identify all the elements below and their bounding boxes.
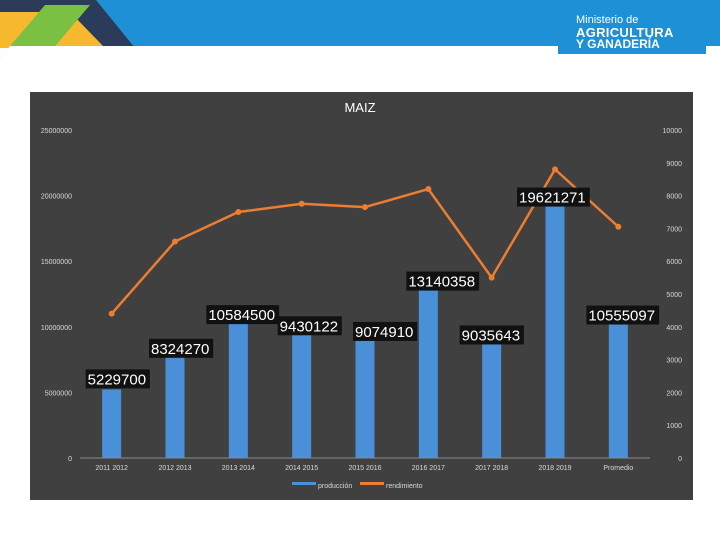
x-axis-tick-label: 2015 2016 <box>348 465 381 472</box>
data-label: 9035643 <box>462 327 520 344</box>
right-axis: 0 1000 2000 3000 4000 5000 6000 7000 8000 9000 100… <box>663 128 683 463</box>
data-label-box <box>149 338 214 358</box>
x-axis-tick-label: 2012 2013 <box>158 465 191 472</box>
x-axis-tick-label: 2013 2014 <box>222 465 255 472</box>
bar-2013-2014 <box>228 319 248 458</box>
maize-production-chart: MAIZ 0 5000000 10000000 15000000 20000000 250… <box>41 100 683 490</box>
data-label: 5229700 <box>88 371 146 388</box>
data-label: 9430122 <box>280 318 338 335</box>
right-axis-tick-label: 6000 <box>666 259 682 266</box>
bar-2016-2017 <box>418 285 438 458</box>
rendimiento-point <box>172 238 178 245</box>
right-axis-tick-label: 8000 <box>666 194 682 201</box>
data-label-box <box>85 369 150 389</box>
data-label: 19621271 <box>519 190 586 207</box>
header-green-shape <box>0 5 90 58</box>
logo-line-2: AGRICULTURA <box>576 25 674 40</box>
right-axis-tick-label: 9000 <box>666 161 682 168</box>
x-axis-tick-label: 2016 2017 <box>412 465 445 472</box>
data-label: 10584500 <box>208 307 275 324</box>
bar-2014-2015 <box>292 334 312 458</box>
data-labels: 5229700 8324270 10584500 9430122 9074910 1314… <box>85 187 660 389</box>
header-white-shape <box>0 46 720 62</box>
bar-series <box>102 200 628 459</box>
bar-Promedio <box>608 319 628 458</box>
data-label: 8324270 <box>151 341 209 358</box>
data-label-box <box>206 305 280 325</box>
left-axis-tick-label: 10000000 <box>41 325 72 332</box>
logo-line-3: Y GANADERÍA <box>576 37 660 51</box>
data-label-box <box>277 316 342 336</box>
rendimiento-point <box>362 204 368 211</box>
rendimiento-point <box>108 310 115 317</box>
left-axis-tick-label: 0 <box>68 456 72 463</box>
rendimiento-point <box>488 274 495 281</box>
x-axis-tick-label: Promedio <box>603 465 633 472</box>
x-axis-tick-label: 2018 2019 <box>538 465 571 472</box>
data-label: 10555097 <box>588 308 655 325</box>
ministry-logo: Ministerio de AGRICULTURA Y GANADERÍA <box>558 12 706 54</box>
right-axis-tick-label: 1000 <box>666 423 682 430</box>
right-axis-tick-label: 10000 <box>663 128 683 135</box>
legend-label-produccion: producción <box>318 483 352 490</box>
header-decoration <box>0 0 720 62</box>
x-axis-tick-label: 2011 2012 <box>95 465 128 472</box>
rendimiento-point <box>235 209 242 215</box>
chart-title: MAIZ <box>344 100 375 115</box>
legend-swatch-produccion <box>292 482 316 485</box>
data-label-box <box>353 321 418 341</box>
data-label-box <box>586 305 660 325</box>
x-axis-tick-label: 2014 2015 <box>285 465 318 472</box>
data-label-box <box>406 271 480 291</box>
left-axis: 0 5000000 10000000 15000000 20000000 25000000 <box>41 128 72 463</box>
data-label-box <box>517 187 590 207</box>
data-label: 13140358 <box>408 274 475 291</box>
rendimiento-point <box>425 186 432 193</box>
data-label: 9074910 <box>355 324 413 341</box>
bar-2017-2018 <box>482 339 502 458</box>
left-axis-tick-label: 25000000 <box>41 128 72 135</box>
left-axis-tick-label: 5000000 <box>45 390 72 397</box>
bar-2015-2016 <box>355 338 375 458</box>
left-axis-tick-label: 20000000 <box>41 194 72 201</box>
bar-2018-2019 <box>545 200 565 459</box>
rendimiento-point <box>298 200 305 207</box>
chart-panel: MAIZ 0 5000000 10000000 15000000 20000000 250… <box>30 92 693 500</box>
rendimiento-point <box>552 166 558 173</box>
header-blue-band <box>0 0 720 48</box>
bar-2011-2012 <box>102 389 122 458</box>
right-axis-tick-label: 4000 <box>666 325 682 332</box>
data-label-box <box>459 325 524 345</box>
right-axis-tick-label: 5000 <box>666 292 682 299</box>
right-axis-tick-label: 0 <box>678 456 682 463</box>
x-axis-tick-label: 2017 2018 <box>475 465 508 472</box>
legend-label-rendimiento: rendimiento <box>386 483 423 490</box>
right-axis-tick-label: 2000 <box>666 390 682 397</box>
right-axis-tick-label: 7000 <box>666 226 682 233</box>
rendimiento-point <box>615 223 622 230</box>
logo-line-1: Ministerio de <box>576 14 639 26</box>
left-axis-tick-label: 15000000 <box>41 259 72 266</box>
x-axis: 2011 2012 2012 2013 2013 2014 2014 2015 2015… <box>95 465 633 472</box>
right-axis-tick-label: 3000 <box>666 358 682 365</box>
legend: producción rendimiento <box>292 482 423 490</box>
page-header: Ministerio de AGRICULTURA Y GANADERÍA <box>0 0 720 62</box>
bar-2012-2013 <box>165 348 185 458</box>
legend-swatch-rendimiento <box>360 482 384 485</box>
